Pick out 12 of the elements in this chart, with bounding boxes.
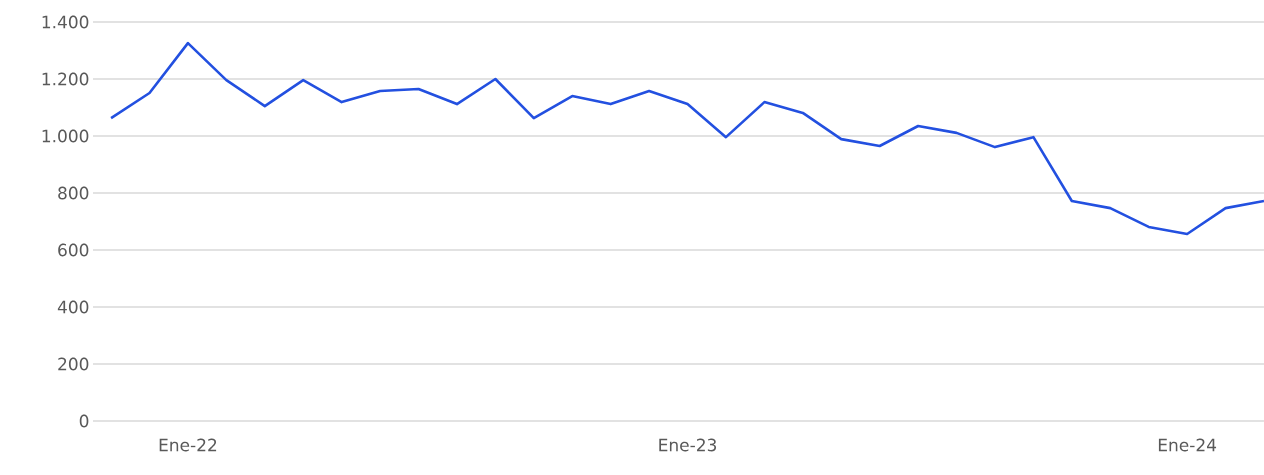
y-tick-label: 1.400	[42, 15, 89, 29]
x-tick-label: Ene-24	[1158, 438, 1217, 452]
line-series	[109, 41, 1264, 236]
y-tick-label: 200	[58, 357, 89, 371]
y-tick-label: 1.200	[42, 72, 89, 86]
y-tick-label: 0	[79, 414, 89, 428]
y-tick-label: 400	[57, 300, 89, 314]
y-tick-label: 800	[58, 186, 89, 200]
x-tick-label: Ene-22	[159, 438, 217, 452]
y-tick-label: 1.000	[42, 129, 89, 143]
x-tick-label: Ene-23	[659, 438, 717, 452]
y-tick-label: 600	[58, 243, 89, 257]
